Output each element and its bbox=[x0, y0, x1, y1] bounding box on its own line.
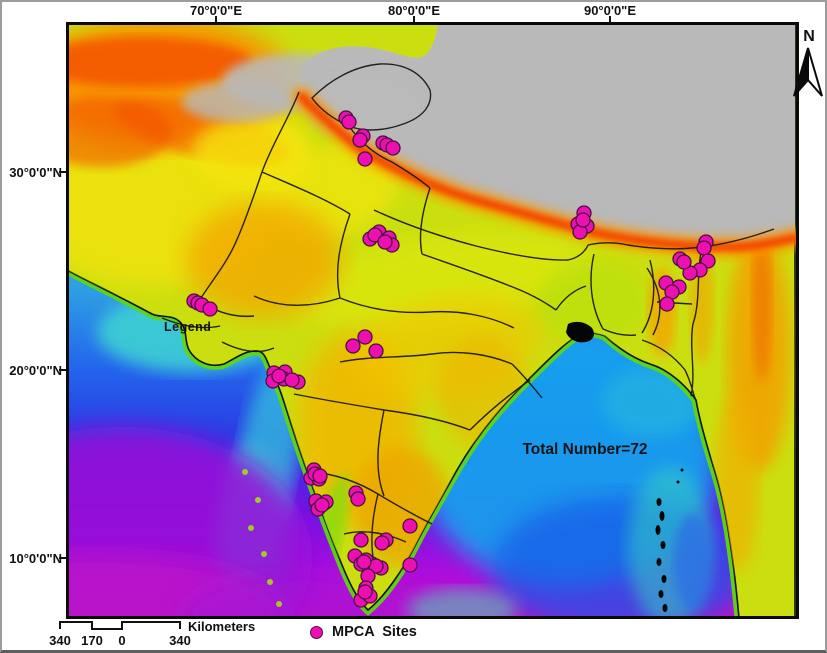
mpca-site-dot bbox=[402, 557, 418, 573]
longitude-tick bbox=[215, 16, 217, 23]
latitude-label: 30°0'0"N bbox=[9, 165, 62, 180]
latitude-label: 10°0'0"N bbox=[9, 551, 62, 566]
mpca-site-marker-icon bbox=[310, 625, 323, 639]
compass-needle-icon bbox=[793, 47, 823, 97]
mpca-site-dot bbox=[357, 151, 373, 167]
legend-label: MPCA Sites bbox=[332, 624, 417, 640]
north-letter: N bbox=[803, 28, 815, 45]
himalaya-fringe bbox=[292, 87, 796, 258]
india-elevation-map bbox=[69, 25, 796, 616]
mpca-site-dot bbox=[402, 518, 418, 534]
lakshadweep-islets bbox=[242, 469, 282, 607]
longitude-label: 70°0'0"E bbox=[189, 3, 243, 18]
sundarbans-delta bbox=[566, 321, 594, 343]
scale-bar bbox=[59, 621, 181, 630]
mpca-site-dot bbox=[345, 338, 361, 354]
mpca-site-dot bbox=[284, 372, 300, 388]
longitude-tick bbox=[413, 16, 415, 23]
scale-number: 170 bbox=[81, 633, 103, 648]
scale-number: 340 bbox=[169, 633, 191, 648]
mpca-site-dot bbox=[341, 114, 357, 130]
scale-number: 0 bbox=[118, 633, 126, 648]
mpca-site-dot bbox=[368, 343, 384, 359]
mpca-site-dot bbox=[696, 240, 712, 256]
mpca-site-dot bbox=[314, 497, 330, 513]
mpca-site-dot bbox=[357, 584, 373, 600]
latitude-label: 20°0'0"N bbox=[9, 363, 62, 378]
north-arrow: N bbox=[791, 28, 825, 104]
scale-number: 340 bbox=[49, 633, 71, 648]
mpca-site-dot bbox=[374, 535, 390, 551]
latitude-tick bbox=[59, 557, 67, 559]
latitude-tick bbox=[59, 369, 67, 371]
mpca-site-dot bbox=[659, 296, 675, 312]
mpca-site-dot bbox=[271, 368, 287, 384]
mpca-site-dot bbox=[357, 329, 373, 345]
andaman-islands bbox=[655, 468, 684, 612]
mpca-site-dot bbox=[202, 301, 218, 317]
mpca-site-dot bbox=[352, 132, 368, 148]
map-legend: MPCA Sites bbox=[310, 624, 417, 640]
longitude-label: 80°0'0"E bbox=[387, 3, 441, 18]
scale-unit-label: Kilometers bbox=[188, 619, 256, 634]
mpca-site-dot bbox=[385, 140, 401, 156]
mpca-site-dot bbox=[312, 468, 328, 484]
longitude-tick bbox=[609, 16, 611, 23]
longitude-label: 90°0'0"E bbox=[583, 3, 637, 18]
mpca-site-dot bbox=[353, 532, 369, 548]
mpca-site-dot bbox=[350, 491, 366, 507]
mpca-site-dot bbox=[575, 212, 591, 228]
mpca-sites-layer bbox=[186, 110, 716, 608]
mpca-site-dot bbox=[356, 554, 372, 570]
latitude-tick bbox=[59, 171, 67, 173]
mpca-site-dot bbox=[676, 254, 692, 270]
mpca-site-dot bbox=[377, 234, 393, 250]
